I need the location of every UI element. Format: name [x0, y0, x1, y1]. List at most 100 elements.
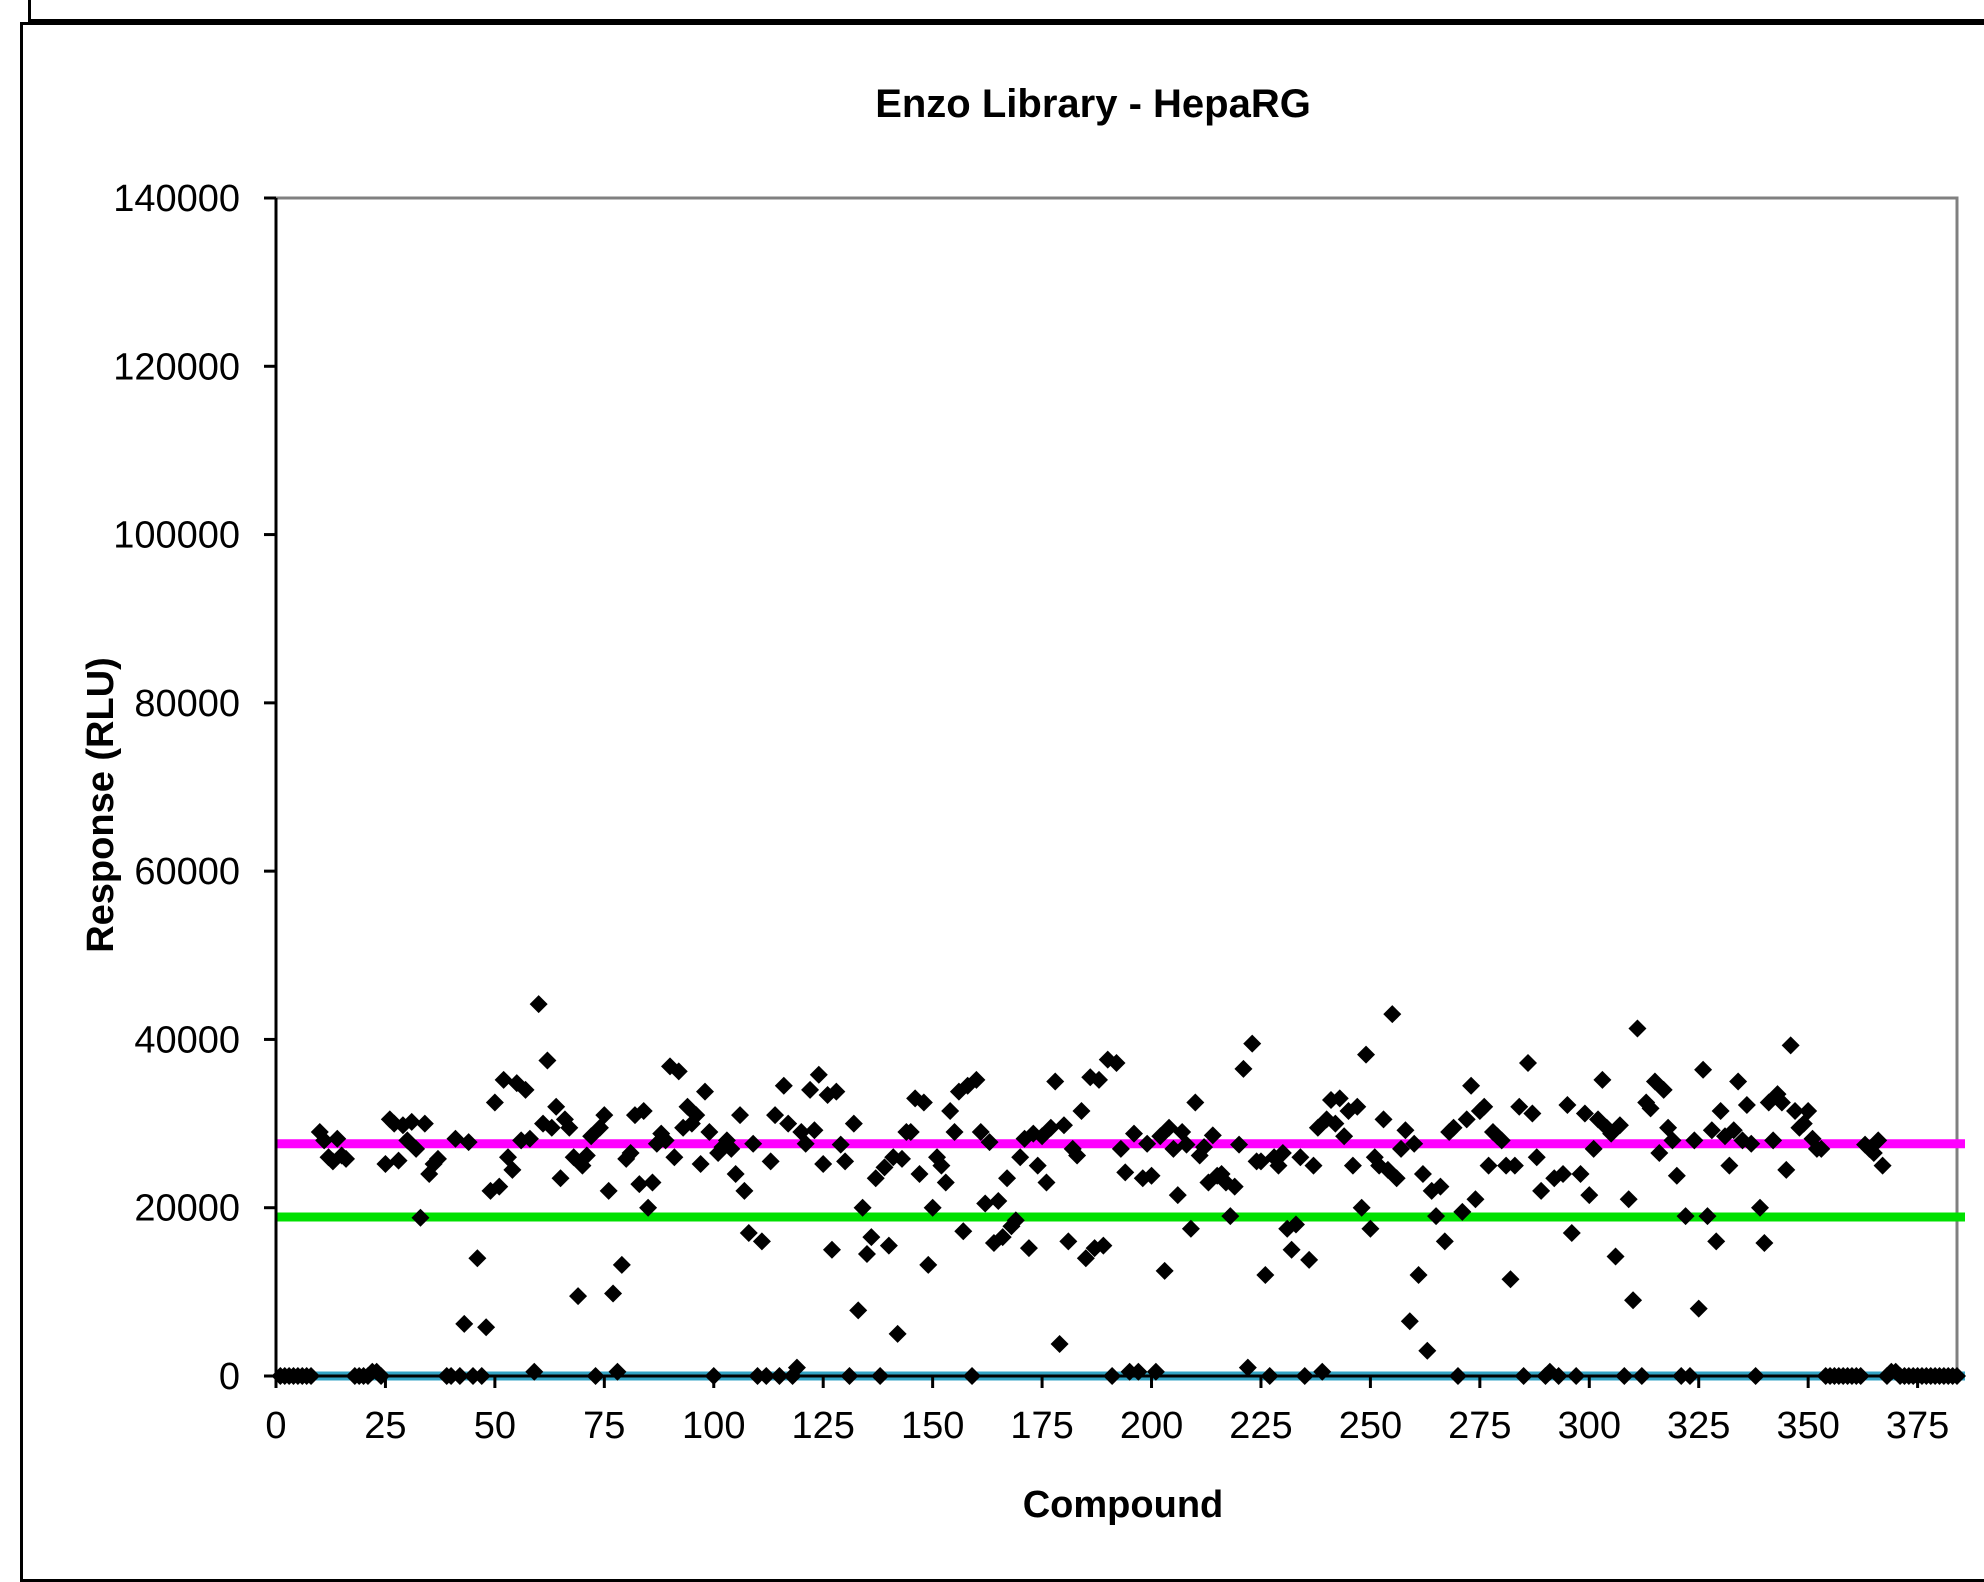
- data-point: [1396, 1121, 1415, 1140]
- y-tick-label: 0: [219, 1356, 240, 1398]
- x-tick-label: 275: [1448, 1405, 1511, 1447]
- data-point: [328, 1129, 347, 1148]
- data-point: [1357, 1045, 1376, 1064]
- data-point: [910, 1165, 929, 1184]
- data-point: [862, 1228, 881, 1247]
- x-tick-label: 50: [474, 1405, 516, 1447]
- data-point: [1195, 1138, 1214, 1157]
- data-points: [271, 995, 1966, 1385]
- data-point: [1755, 1234, 1774, 1253]
- data-point: [844, 1114, 863, 1133]
- data-point: [1054, 1116, 1073, 1135]
- data-point: [1707, 1232, 1726, 1251]
- data-point: [1457, 1110, 1476, 1129]
- x-tick-label: 0: [265, 1405, 286, 1447]
- x-tick-label: 225: [1229, 1405, 1292, 1447]
- data-point: [407, 1139, 426, 1158]
- data-point: [577, 1146, 596, 1165]
- data-point: [901, 1122, 920, 1141]
- data-point: [1155, 1261, 1174, 1280]
- data-point: [1181, 1219, 1200, 1238]
- data-point: [1764, 1131, 1783, 1150]
- data-point: [809, 1065, 828, 1084]
- data-point: [1676, 1207, 1695, 1226]
- data-point: [1606, 1247, 1625, 1266]
- data-point: [1786, 1101, 1805, 1120]
- data-point: [1462, 1076, 1481, 1095]
- data-point: [468, 1249, 487, 1268]
- x-tick-label: 100: [682, 1405, 745, 1447]
- x-axis-label: Compound: [1023, 1484, 1224, 1526]
- data-point: [1273, 1144, 1292, 1163]
- data-point: [1729, 1072, 1748, 1091]
- y-axis-ticks: 0 20000 40000 60000 80000 100000 120000 140000: [113, 178, 276, 1398]
- data-point: [1243, 1034, 1262, 1053]
- data-point: [875, 1158, 894, 1177]
- data-point: [1558, 1096, 1577, 1115]
- data-point: [656, 1131, 675, 1150]
- data-point: [722, 1139, 741, 1158]
- data-point: [1068, 1146, 1087, 1165]
- data-point: [1409, 1266, 1428, 1285]
- data-point: [1698, 1207, 1717, 1226]
- y-tick-label: 80000: [134, 683, 240, 725]
- data-point: [1702, 1121, 1721, 1140]
- data-point: [923, 1198, 942, 1217]
- data-point: [1610, 1116, 1629, 1135]
- data-point: [1059, 1232, 1078, 1251]
- data-point: [1304, 1156, 1323, 1175]
- data-point: [494, 1070, 513, 1089]
- chart-title: Enzo Library - HepaRG: [875, 82, 1311, 126]
- previous-panel-frame: [28, 0, 1984, 22]
- data-point: [1050, 1335, 1069, 1354]
- data-point: [1427, 1207, 1446, 1226]
- data-point: [389, 1151, 408, 1170]
- x-tick-label: 375: [1886, 1405, 1949, 1447]
- data-point: [836, 1152, 855, 1171]
- data-point: [1711, 1101, 1730, 1120]
- data-point: [1330, 1089, 1349, 1108]
- data-point: [1505, 1156, 1524, 1175]
- data-point: [621, 1144, 640, 1163]
- y-tick-label: 140000: [113, 178, 240, 220]
- data-point: [1720, 1156, 1739, 1175]
- y-tick-label: 100000: [113, 515, 240, 557]
- data-point: [1168, 1186, 1187, 1205]
- data-point: [1203, 1126, 1222, 1145]
- x-tick-label: 150: [901, 1405, 964, 1447]
- data-point: [411, 1208, 430, 1227]
- y-tick-label: 60000: [134, 851, 240, 893]
- data-point: [1869, 1131, 1888, 1150]
- data-point: [1230, 1135, 1249, 1154]
- data-point: [1142, 1166, 1161, 1185]
- data-point: [1571, 1165, 1590, 1184]
- data-point: [315, 1131, 334, 1150]
- data-point: [1352, 1198, 1371, 1217]
- data-point: [1125, 1124, 1144, 1143]
- data-point: [941, 1101, 960, 1120]
- data-point: [761, 1152, 780, 1171]
- data-point: [459, 1133, 478, 1152]
- data-point: [428, 1149, 447, 1168]
- x-tick-label: 350: [1776, 1405, 1839, 1447]
- data-point: [1383, 1005, 1402, 1024]
- data-point: [744, 1134, 763, 1153]
- data-point: [1624, 1291, 1643, 1310]
- data-point: [998, 1169, 1017, 1188]
- data-point: [665, 1148, 684, 1167]
- data-point: [1444, 1118, 1463, 1137]
- data-point: [542, 1118, 561, 1137]
- data-point: [1343, 1156, 1362, 1175]
- data-point: [1392, 1139, 1411, 1158]
- data-point: [604, 1284, 623, 1303]
- data-point: [1221, 1207, 1240, 1226]
- data-point: [1475, 1097, 1494, 1116]
- data-point: [1873, 1156, 1892, 1175]
- data-point: [1186, 1093, 1205, 1112]
- data-point: [1772, 1093, 1791, 1112]
- y-axis-label: Response (RLU): [80, 657, 122, 953]
- data-point: [415, 1114, 434, 1133]
- data-point: [700, 1122, 719, 1141]
- y-tick-label: 20000: [134, 1188, 240, 1230]
